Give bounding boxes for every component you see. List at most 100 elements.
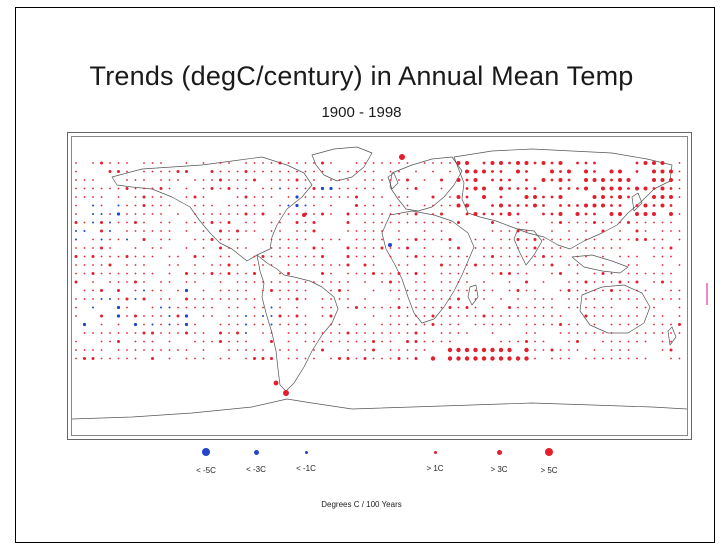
trend-dot [296, 187, 298, 190]
trend-dot [151, 230, 154, 232]
trend-dot [287, 340, 290, 343]
trend-dot [287, 247, 290, 249]
trend-dot [338, 340, 341, 343]
trend-dot [449, 162, 451, 164]
trend-dot [440, 340, 443, 343]
trend-dot [380, 246, 384, 250]
trend-dot [355, 357, 358, 360]
trend-dot [279, 349, 281, 351]
trend-dot [177, 255, 179, 258]
trend-dot [83, 179, 86, 181]
trend-dot [457, 323, 460, 326]
trend-dot [389, 349, 392, 351]
trend-dot [534, 255, 536, 258]
trend-dot [142, 195, 146, 199]
trend-dot [92, 238, 94, 241]
trend-dot [244, 170, 248, 173]
trend-dot [278, 161, 282, 165]
trend-dot [219, 229, 222, 233]
trend-dot [415, 323, 417, 326]
trend-dot [602, 306, 604, 309]
trend-dot [168, 221, 171, 224]
trend-dot [160, 179, 162, 181]
legend-swatch [202, 448, 210, 456]
trend-dot [193, 195, 197, 199]
trend-dot [466, 281, 468, 283]
trend-dot [287, 204, 290, 207]
trend-dot [499, 272, 503, 275]
trend-dot [92, 298, 94, 300]
trend-dot [372, 315, 375, 317]
north-america-outline [111, 156, 313, 262]
trend-dot [219, 264, 222, 266]
trend-dot [100, 255, 103, 258]
trend-dot [74, 255, 78, 258]
trend-dot [202, 315, 205, 317]
trend-dot [75, 170, 77, 173]
trend-dot [279, 221, 281, 224]
trend-dot [364, 272, 366, 275]
trend-dot [245, 289, 247, 292]
trend-dot [185, 196, 188, 198]
trend-dot [143, 213, 145, 215]
trend-dot [321, 281, 324, 283]
trend-dot [219, 323, 222, 326]
trend-dot [576, 161, 579, 165]
trend-dot [219, 178, 222, 182]
trend-dot [117, 187, 120, 190]
trend-dot [449, 332, 451, 334]
trend-dot [440, 332, 443, 334]
trend-dot [75, 306, 77, 309]
trend-dot [279, 247, 281, 249]
trend-dot [211, 306, 213, 309]
trend-dot [644, 306, 647, 309]
trend-dot [228, 340, 230, 343]
trend-dot [295, 221, 299, 224]
trend-dot [236, 264, 239, 266]
trend-dot [194, 340, 196, 343]
trend-dot [593, 306, 596, 309]
trend-dot [100, 187, 103, 190]
trend-dot [490, 356, 495, 361]
trend-dot [287, 264, 290, 266]
trend-dot [525, 332, 528, 334]
trend-dot [160, 238, 162, 241]
trend-dot [143, 255, 145, 258]
trend-dot [330, 204, 332, 207]
trend-dot [227, 221, 231, 224]
trend-dot [347, 289, 349, 292]
trend-dot [228, 179, 230, 181]
trend-dot [160, 162, 162, 164]
trend-dot [296, 255, 298, 258]
trend-dot [466, 289, 468, 292]
trend-dot [636, 340, 638, 343]
trend-dot [330, 289, 332, 292]
trend-dot [126, 264, 128, 266]
trend-dot [440, 178, 443, 182]
trend-dot [551, 315, 553, 317]
trend-dot [117, 281, 120, 283]
trend-dot [364, 340, 366, 343]
legend-item: > 1C [410, 448, 460, 473]
trend-dot [346, 255, 350, 258]
trend-dot [125, 255, 129, 258]
trend-dot [670, 230, 672, 232]
trend-dot [134, 213, 137, 215]
trend-dot [558, 178, 563, 182]
trend-dot [245, 272, 247, 275]
trend-dot [653, 323, 655, 326]
trend-dot [261, 255, 265, 258]
trend-dot [296, 289, 298, 292]
trend-dot [168, 238, 171, 241]
trend-dot [355, 170, 358, 173]
trend-dot [159, 187, 163, 190]
trend-dot [116, 212, 121, 216]
trend-dot [516, 169, 520, 174]
trend-dot [364, 170, 366, 173]
trend-dot [296, 238, 298, 241]
trend-dot [542, 238, 545, 241]
trend-dot [117, 272, 120, 275]
trend-dot [652, 178, 656, 182]
trend-dot [304, 230, 307, 232]
trend-dot [661, 298, 664, 300]
